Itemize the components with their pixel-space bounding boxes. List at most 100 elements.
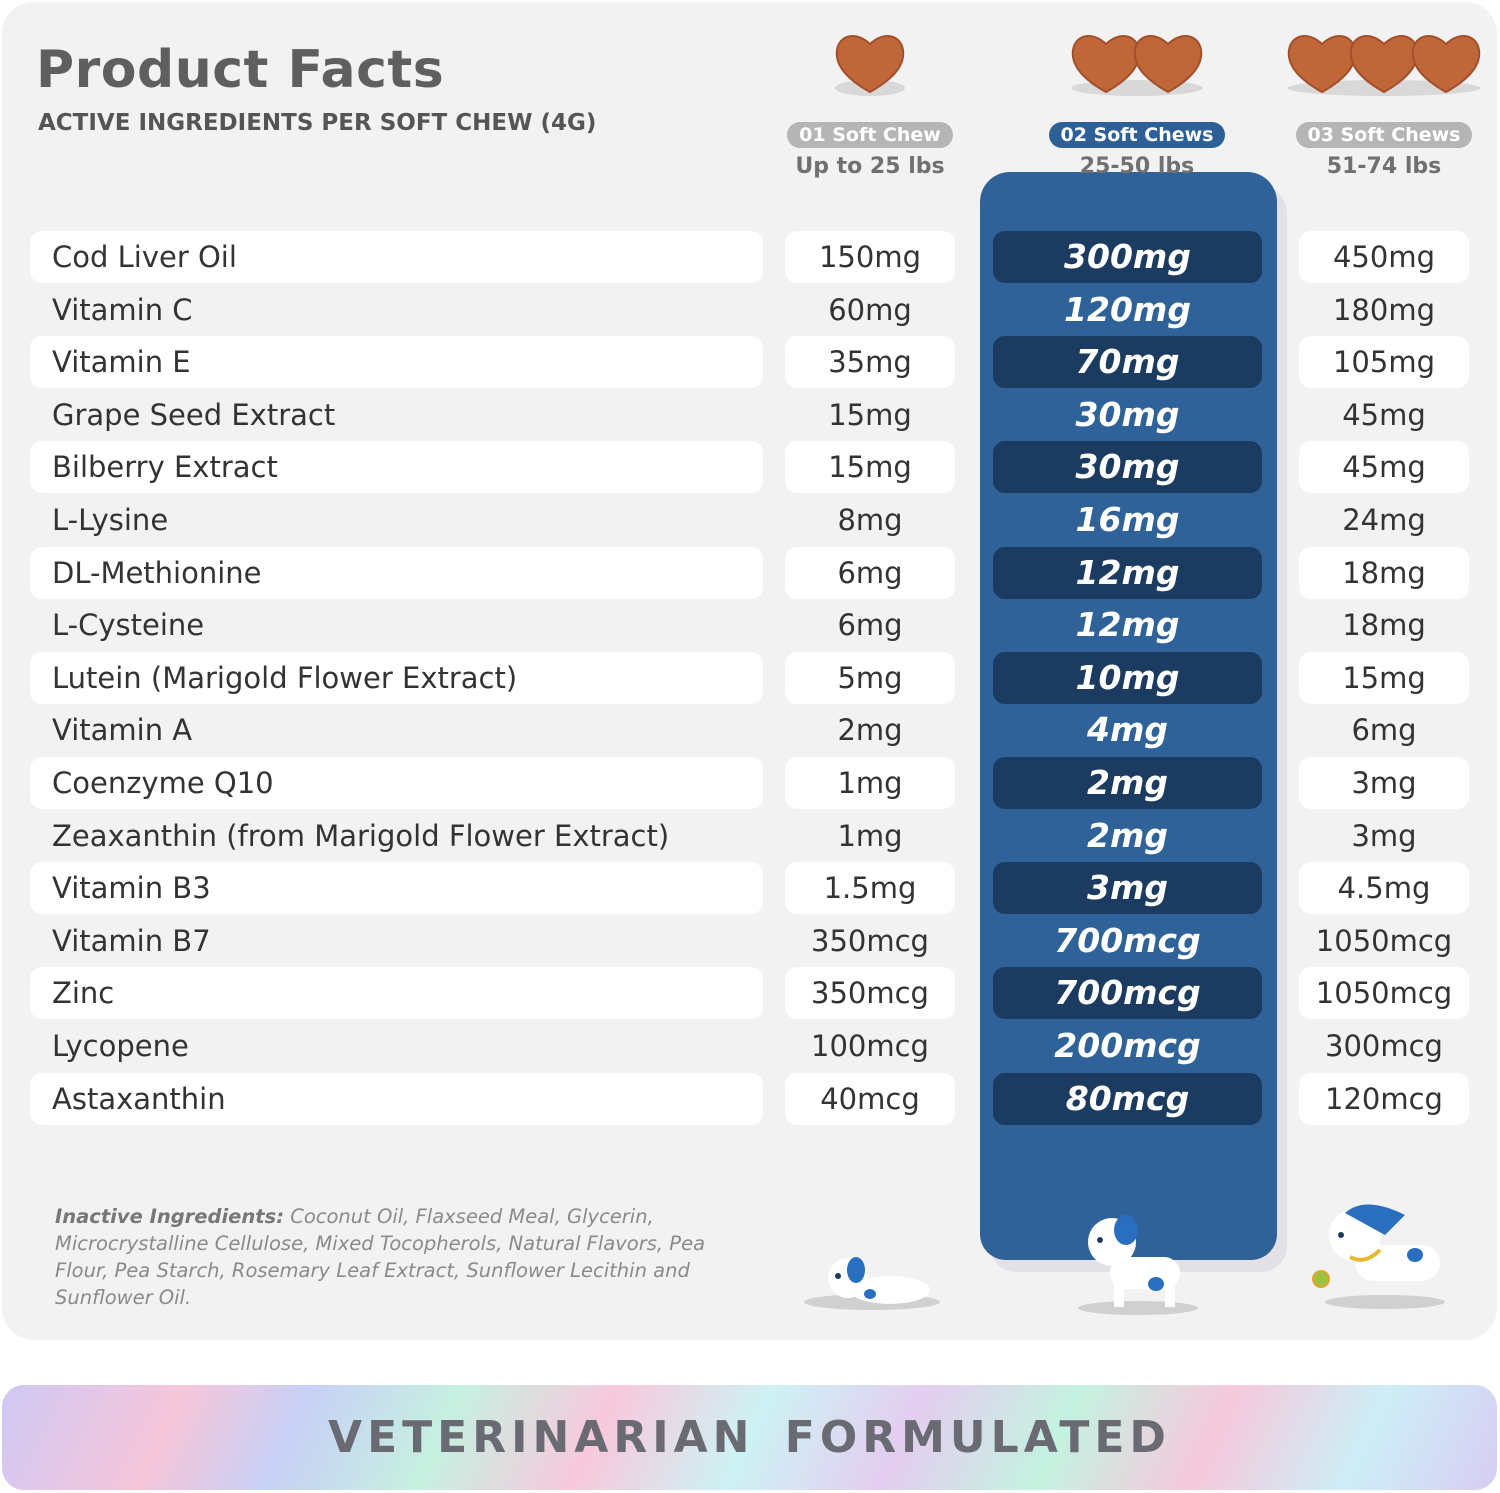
table-row: Astaxanthin 40mcg 80mcg 120mcg [0,1072,1500,1125]
ingredient-name: Lutein (Marigold Flower Extract) [52,660,518,695]
ingredient-name: Vitamin E [52,345,191,380]
amount-col-3: 1050mcg [1315,976,1453,1011]
column-header-1: 01 Soft Chew Up to 25 lbs [760,30,980,179]
row-bg [30,651,763,704]
amount-col-1: 8mg [837,503,903,537]
table-row: Cod Liver Oil 150mg 300mg 450mg [0,231,1500,283]
amount-col-1: 350mcg [811,976,929,1011]
table-row: Bilberry Extract 15mg 30mg 45mg [0,441,1500,494]
amount-col-1: 150mg [818,240,921,274]
table-row: L-Cysteine 6mg 12mg 18mg [0,599,1500,651]
amount-col-3: 4.5mg [1337,871,1431,906]
cell-bg [1299,967,1469,1020]
row-bg [30,757,763,809]
amount-col-3: 6mg [1351,713,1417,748]
serving-badge: 02 Soft Chews [1048,122,1226,148]
table-row: Lutein (Marigold Flower Extract) 5mg 10m… [0,651,1500,704]
amount-col-1: 6mg [837,555,903,590]
ingredient-name: Zeaxanthin (from Marigold Flower Extract… [52,818,670,853]
table-row: Vitamin A 2mg 4mg 6mg [0,704,1500,756]
amount-col-1: 40mcg [820,1081,920,1116]
weight-range: 25-50 lbs [1079,154,1195,179]
ingredient-name: Grape Seed Extract [52,397,336,432]
amount-col-3: 180mg [1332,292,1435,327]
table-row: Lycopene 100mcg 200mcg 300mcg [0,1020,1500,1072]
amount-col-3: 18mg [1342,555,1426,590]
amount-col-2: 300mg [1064,237,1191,276]
puppy-icon [804,1257,940,1310]
amount-col-3: 105mg [1332,345,1435,380]
amount-col-2: 80mcg [1065,1078,1190,1118]
cell-bg [1299,757,1469,809]
table-row: Zinc 350mcg 700mcg 1050mcg [0,967,1500,1020]
table-row: Zeaxanthin (from Marigold Flower Extract… [0,810,1500,862]
amount-col-2: 10mg [1075,657,1180,697]
ingredient-name: Vitamin A [52,713,193,748]
amount-col-1: 15mg [828,450,912,485]
amount-col-3: 450mg [1332,240,1435,274]
amount-col-3: 3mg [1351,766,1417,800]
amount-col-2: 700mcg [1054,920,1201,960]
heart-chew-icon [1071,35,1203,96]
heart-chew-icon [1287,35,1481,96]
cell-bg [993,1072,1262,1125]
amount-col-2: 12mg [1075,605,1180,645]
amount-col-2: 4mg [1087,710,1168,750]
amount-col-2: 30mg [1075,447,1180,487]
weight-range: 51-74 lbs [1326,154,1442,179]
weight-range: Up to 25 lbs [795,154,945,179]
amount-col-3: 120mcg [1325,1081,1443,1116]
table-row: Grape Seed Extract 15mg 30mg 45mg [0,389,1500,441]
column-header-2: 02 Soft Chews 25-50 lbs [1027,30,1247,179]
cell-bg [993,336,1262,389]
ingredient-name: Bilberry Extract [52,450,278,485]
cell-bg [1299,1072,1469,1125]
row-bg [30,967,763,1020]
veterinarian-formulated-banner: VETERINARIAN FORMULATED [2,1385,1497,1490]
amount-col-1: 350mcg [811,923,929,958]
ingredient-name: Vitamin C [52,292,193,327]
amount-col-1: 60mg [828,292,912,327]
amount-col-2: 16mg [1075,500,1180,539]
table-row: Vitamin B3 1.5mg 3mg 4.5mg [0,862,1500,915]
cell-bg [993,862,1262,915]
banner-text: VETERINARIAN FORMULATED [328,1412,1171,1463]
cell-bg [1299,336,1469,389]
table-row: Vitamin C 60mg 120mg 180mg [0,284,1500,336]
amount-col-3: 3mg [1351,818,1417,853]
amount-col-2: 2mg [1087,763,1168,802]
amount-col-1: 6mg [837,608,903,643]
amount-col-1: 100mcg [811,1029,929,1063]
amount-col-2: 120mg [1064,289,1191,329]
table-row: Vitamin E 35mg 70mg 105mg [0,336,1500,389]
amount-col-3: 15mg [1342,660,1426,695]
cell-bg [993,546,1262,599]
ingredient-name: Vitamin B3 [52,871,211,906]
amount-col-2: 3mg [1087,868,1168,908]
table-row: L-Lysine 8mg 16mg 24mg [0,494,1500,546]
cell-bg [1299,651,1469,704]
cell-bg [785,862,955,915]
amount-col-3: 18mg [1342,608,1426,643]
cell-bg [1299,441,1469,494]
serving-badge: 01 Soft Chew [787,122,953,148]
cell-bg [785,1072,955,1125]
column-header-3: 03 Soft Chews 51-74 lbs [1274,30,1494,179]
cell-bg [993,651,1262,704]
row-bg [30,862,763,915]
cell-bg [785,231,955,283]
amount-col-1: 1mg [837,818,903,853]
amount-col-3: 300mcg [1325,1029,1443,1063]
row-bg [30,231,763,283]
amount-col-2: 12mg [1075,552,1180,592]
inactive-text: Coconut Oil, Flaxseed Meal, Glycerin, Mi… [55,1205,706,1309]
cell-bg [993,967,1262,1020]
row-bg [30,1072,763,1125]
cell-bg [993,441,1262,494]
amount-col-1: 2mg [837,713,903,748]
amount-col-3: 45mg [1342,397,1426,432]
amount-col-1: 15mg [828,397,912,432]
row-bg [30,441,763,494]
amount-col-1: 5mg [837,660,903,695]
row-bg [30,336,763,389]
